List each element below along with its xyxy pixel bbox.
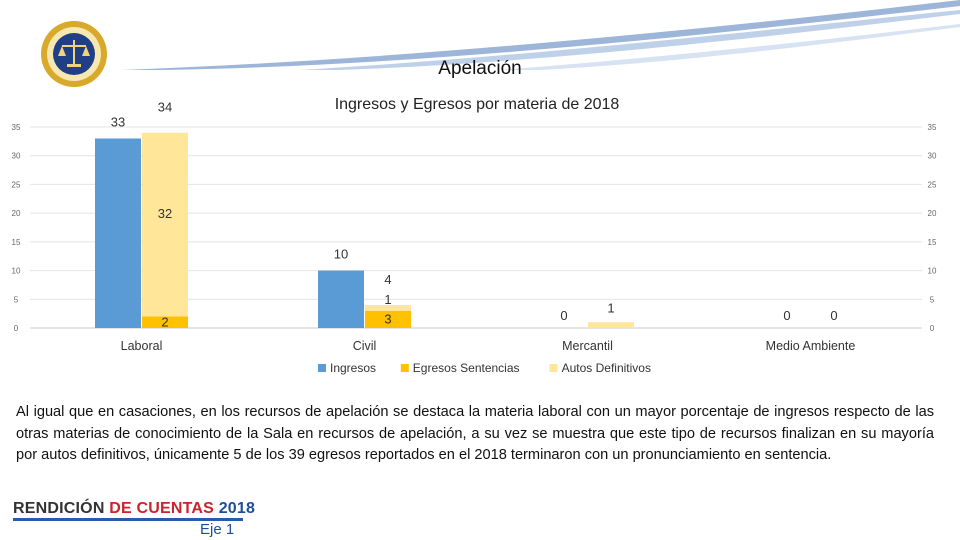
x-category-label: Medio Ambiente — [766, 339, 856, 353]
bar-autos-definitivos — [588, 322, 634, 328]
bar-autos-definitivos — [365, 305, 411, 311]
footer-underline — [13, 518, 243, 521]
court-seal-logo — [41, 21, 107, 87]
legend-swatch — [318, 364, 326, 372]
footer-subtitle: Eje 1 — [200, 521, 235, 538]
data-label: 0 — [783, 308, 790, 323]
y-tick-label-left: 10 — [12, 267, 21, 276]
y-tick-label-left: 0 — [14, 324, 19, 333]
bar-autos-definitivos — [142, 132, 188, 317]
chart-legend: Ingresos Egresos Sentencias Autos Definiti… — [318, 361, 651, 375]
data-label: 3 — [384, 311, 391, 326]
bar-ingresos — [95, 138, 141, 328]
y-tick-label-right: 15 — [928, 238, 937, 247]
x-category-label: Laboral — [121, 339, 163, 353]
legend-swatch — [549, 364, 558, 372]
data-label: 0 — [560, 308, 567, 323]
y-tick-label-left: 5 — [14, 295, 19, 304]
y-tick-label-right: 0 — [930, 324, 935, 333]
footer-title-part2: DE CUENTAS — [109, 500, 219, 517]
stack-total-label: 4 — [384, 272, 391, 287]
y-tick-label-right: 5 — [930, 295, 935, 304]
y-tick-label-left: 15 — [12, 238, 21, 247]
legend-swatch — [400, 364, 409, 372]
description-paragraph: Al igual que en casaciones, en los recur… — [16, 404, 934, 463]
legend-label: Autos Definitivos — [562, 361, 651, 375]
x-category-label: Mercantil — [562, 339, 613, 353]
data-label: 1 — [384, 292, 391, 307]
bar-ingresos — [318, 270, 364, 328]
bar-egresos-sentencias — [365, 310, 411, 328]
data-label: 32 — [158, 206, 172, 221]
data-label: 2 — [161, 314, 168, 329]
x-category-label: Civil — [353, 339, 377, 353]
y-tick-label-left: 35 — [12, 123, 21, 132]
page-title: Apelación — [438, 58, 522, 79]
chart-title: Ingresos y Egresos por materia de 2018 — [335, 96, 620, 113]
y-tick-label-left: 20 — [12, 209, 21, 218]
y-tick-label-right: 30 — [928, 152, 937, 161]
y-tick-label-left: 25 — [12, 180, 21, 189]
data-label: 10 — [334, 247, 348, 262]
stack-total-label: 34 — [158, 100, 172, 115]
footer-title-part3: 2018 — [218, 500, 256, 517]
bar-egresos-sentencias — [142, 316, 188, 328]
footer-title-part1: RENDICIÓN — [13, 500, 110, 517]
y-tick-label-right: 35 — [928, 123, 937, 132]
legend-label: Egresos Sentencias — [413, 361, 520, 375]
legend-label: Ingresos — [330, 361, 376, 375]
y-tick-label-right: 25 — [928, 180, 937, 189]
bars — [95, 132, 634, 328]
y-tick-label-left: 30 — [12, 152, 21, 161]
data-label: 1 — [607, 300, 614, 315]
y-tick-label-right: 10 — [928, 267, 937, 276]
y-tick-label-right: 20 — [928, 209, 937, 218]
bar-chart: Ingresos y Egresos por materia de 2018 3… — [12, 96, 937, 375]
data-label: 33 — [111, 114, 125, 129]
footer-title: RENDICIÓN DE CUENTAS 2018 — [13, 500, 255, 518]
data-label: 0 — [830, 308, 837, 323]
